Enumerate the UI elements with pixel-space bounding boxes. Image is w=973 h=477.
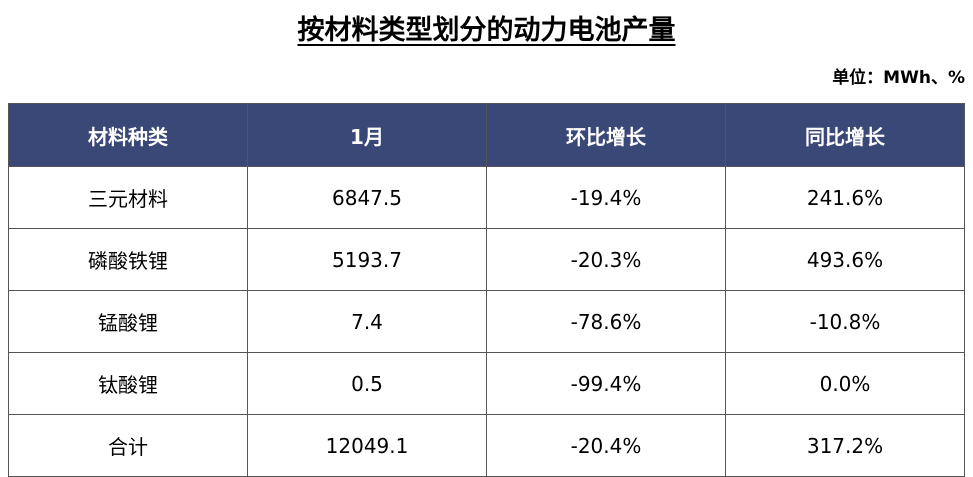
table-cell: 493.6% xyxy=(725,228,965,291)
table-cell: -19.4% xyxy=(486,166,726,229)
column-header: 同比增长 xyxy=(725,103,965,167)
table-row: 合计 12049.1 -20.4% 317.2% xyxy=(8,414,965,477)
title: 按材料类型划分的动力电池产量 xyxy=(0,8,973,47)
header-row: 材料种类 1月 环比增长 同比增长 xyxy=(8,103,965,167)
data-table: 材料种类 1月 环比增长 同比增长 三元材料 6847.5 -19.4% 241.6% 磷酸铁… xyxy=(8,103,965,477)
table-row: 磷酸铁锂 5193.7 -20.3% 493.6% xyxy=(8,228,965,291)
unit-label: 单位：MWh、% xyxy=(832,68,965,88)
table-cell: -20.3% xyxy=(486,228,726,291)
table-cell: 三元材料 xyxy=(8,166,248,229)
table-cell: -78.6% xyxy=(486,290,726,353)
table-cell: 317.2% xyxy=(725,414,965,477)
table-cell: 钛酸锂 xyxy=(8,352,248,415)
table-row: 锰酸锂 7.4 -78.6% -10.8% xyxy=(8,290,965,353)
table-cell: 0.5 xyxy=(247,352,487,415)
table-cell: 锰酸锂 xyxy=(8,290,248,353)
column-header: 环比增长 xyxy=(486,103,726,167)
table-cell: 0.0% xyxy=(725,352,965,415)
table-row: 三元材料 6847.5 -19.4% 241.6% xyxy=(8,166,965,229)
column-header: 材料种类 xyxy=(8,103,248,167)
table-cell: -10.8% xyxy=(725,290,965,353)
table-cell: 合计 xyxy=(8,414,248,477)
table-row: 钛酸锂 0.5 -99.4% 0.0% xyxy=(8,352,965,415)
table-cell: -20.4% xyxy=(486,414,726,477)
table-cell: 12049.1 xyxy=(247,414,487,477)
table-cell: 7.4 xyxy=(247,290,487,353)
table-cell: 6847.5 xyxy=(247,166,487,229)
table-cell: 5193.7 xyxy=(247,228,487,291)
table-cell: 241.6% xyxy=(725,166,965,229)
title-text: 按材料类型划分的动力电池产量 xyxy=(297,15,676,46)
column-header: 1月 xyxy=(247,103,487,167)
table-body: 三元材料 6847.5 -19.4% 241.6% 磷酸铁锂 5193.7 -20.3% 49… xyxy=(8,166,965,477)
table-cell: -99.4% xyxy=(486,352,726,415)
table-cell: 磷酸铁锂 xyxy=(8,228,248,291)
table-head: 材料种类 1月 环比增长 同比增长 xyxy=(8,103,965,167)
